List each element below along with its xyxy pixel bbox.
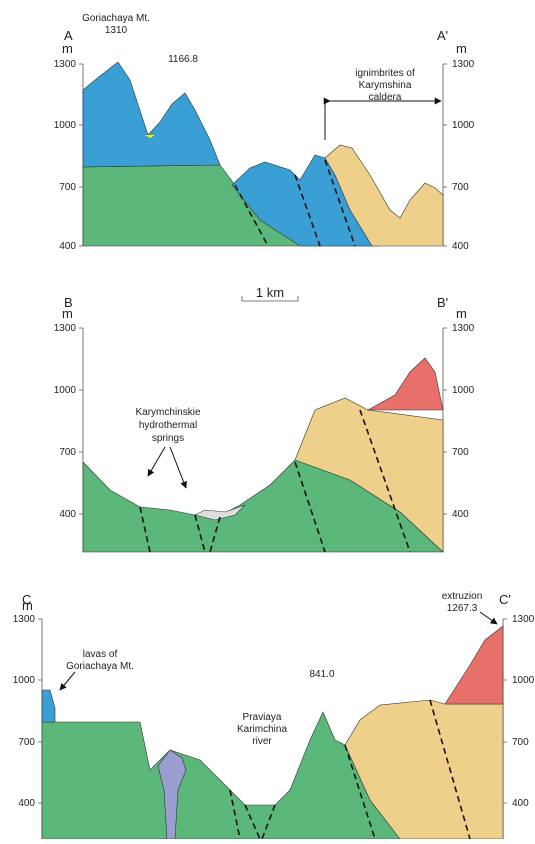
arrow (60, 672, 75, 690)
unit: m (62, 41, 73, 56)
scale-label: 1 km (256, 285, 284, 300)
right-label: B' (437, 295, 448, 310)
unit: m (22, 598, 33, 613)
annotation: Karymshina (359, 80, 412, 91)
annotation: Karimchina (237, 724, 287, 735)
annotation: 1267.3 (447, 603, 478, 614)
tick-label: 1300 (512, 614, 535, 625)
section-a: A A' m m Goriachaya Mt. 1310 1166.8 igni… (62, 13, 467, 246)
annotation: 1166.8 (168, 54, 198, 65)
arrow (480, 612, 497, 624)
tick-label: 400 (18, 798, 35, 809)
annotation: caldera (369, 92, 402, 103)
tick-label: 700 (18, 737, 35, 748)
tick-label: 700 (512, 737, 529, 748)
annotation: lavas of (83, 649, 118, 660)
red-unit (445, 626, 503, 704)
tick-label: 400 (452, 509, 469, 520)
tick-label: 1000 (54, 385, 77, 396)
green-unit (42, 712, 400, 839)
section-b: B B' m m Karymchinskie hydrothermal spri… (62, 295, 467, 552)
tick-label: 1300 (452, 323, 475, 334)
tick-label: 400 (59, 241, 76, 252)
arrow (148, 447, 165, 476)
tick-label: 1000 (54, 120, 77, 131)
right-label: C' (499, 592, 511, 607)
tick-label: 1300 (54, 59, 77, 70)
tick-label: 400 (512, 798, 529, 809)
unit: m (456, 41, 467, 56)
blue-unit (83, 62, 220, 167)
annotation: Karymchinskie (135, 407, 200, 418)
tick-label: 1000 (452, 120, 475, 131)
annotation: 841.0 (309, 669, 334, 680)
annotation: springs (152, 433, 184, 444)
red-unit (368, 358, 443, 410)
annotation: ignimbrites of (355, 68, 415, 79)
unit: m (456, 306, 467, 321)
tick-label: 1300 (54, 323, 77, 334)
cross-sections: A A' m m Goriachaya Mt. 1310 1166.8 igni… (0, 0, 535, 839)
annotation: hydrothermal (139, 420, 197, 431)
annotation: Goriachaya Mt. (66, 661, 134, 672)
annotation: river (252, 736, 272, 747)
tick-label: 400 (452, 241, 469, 252)
arrow (170, 447, 186, 488)
tick-label: 700 (59, 447, 76, 458)
annotation: 1310 (105, 25, 128, 36)
tick-label: 700 (59, 182, 76, 193)
tick-label: 1300 (13, 614, 36, 625)
tick-label: 1000 (452, 385, 475, 396)
annotation: Goriachaya Mt. (82, 13, 150, 24)
annotation: extruzion (442, 591, 483, 602)
tick-label: 400 (59, 509, 76, 520)
tick-label: 1000 (512, 675, 535, 686)
tick-label: 700 (452, 182, 469, 193)
tick-label: 700 (452, 447, 469, 458)
annotation: Praviaya (243, 712, 282, 723)
section-c: C C' m lavas of Goriachaya Mt. Praviaya … (22, 591, 511, 839)
tick-label: 1300 (452, 59, 475, 70)
blue-unit (42, 690, 55, 722)
right-label: A' (437, 28, 448, 43)
tick-label: 1000 (13, 675, 36, 686)
unit: m (62, 306, 73, 321)
